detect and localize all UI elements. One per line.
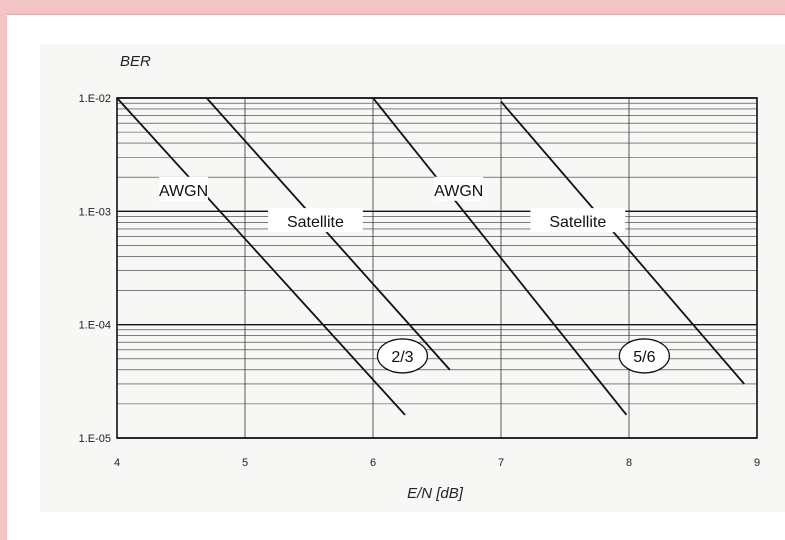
curve-label-background [530, 208, 626, 233]
curve-label: AWGN [159, 183, 208, 200]
x-tick-label: 4 [114, 457, 120, 469]
x-tick-label: 5 [242, 457, 248, 469]
series-line-awgn-2-3 [116, 97, 406, 416]
x-tick-label: 7 [498, 457, 504, 469]
y-tick-label: 1.E-02 [79, 93, 111, 105]
y-axis-title: BER [120, 53, 151, 70]
series-line-satellite-2-3 [205, 97, 451, 371]
curve-label-background [268, 208, 363, 233]
chart-series [116, 97, 745, 416]
scan-background [40, 44, 785, 512]
x-axis-title: E/N [dB] [407, 485, 464, 502]
frame-top-border [0, 0, 785, 14]
plot-frame [116, 97, 758, 439]
chart-grid [116, 97, 758, 439]
y-tick-label: 1.E-04 [79, 320, 111, 332]
series-line-awgn-5-6 [372, 97, 628, 416]
curve-label-background [434, 176, 484, 201]
code-rate-label: 2/3 [391, 349, 413, 366]
chart-axes: 1.E-02 1.E-03 1.E-04 1.E-054 5 6 7 8 9 BER E/N [dB… [79, 53, 760, 502]
code-rate-badge [618, 338, 671, 374]
curve-label: Satellite [549, 214, 606, 231]
curve-label-background [159, 176, 208, 201]
y-tick-label: 1.E-03 [79, 206, 111, 218]
frame-inner-line [7, 14, 785, 15]
series-line-satellite-5-6 [500, 100, 745, 385]
curve-label: Satellite [287, 214, 344, 231]
code-rate-label: 5/6 [633, 349, 655, 366]
y-tick-label: 1.E-05 [79, 433, 111, 445]
curve-label: AWGN [434, 183, 483, 200]
x-tick-label: 9 [754, 457, 760, 469]
x-tick-label: 6 [370, 457, 376, 469]
frame-left-border [0, 14, 7, 540]
x-tick-label: 8 [626, 457, 632, 469]
code-rate-badge [376, 338, 429, 374]
chart-labels: AWGN Satellite AWGN Satellite 2/3 5/6 [159, 176, 671, 374]
